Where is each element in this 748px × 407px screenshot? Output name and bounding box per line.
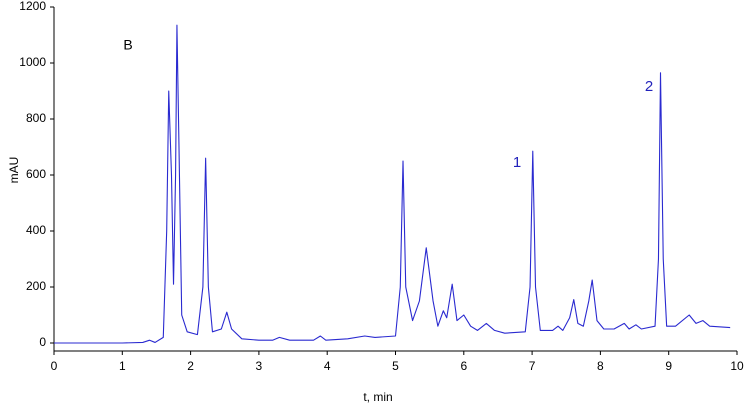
- x-tick-label: 2: [187, 359, 194, 373]
- y-tick-label: 1200: [19, 0, 46, 13]
- annotation: 1: [513, 154, 521, 171]
- chromatogram-line: [54, 24, 731, 344]
- y-tick-label: 0: [39, 335, 46, 349]
- y-tick-label: 1000: [19, 55, 46, 69]
- y-tick-label: 600: [26, 167, 46, 181]
- y-tick-label: 400: [26, 223, 46, 237]
- annotation: B: [123, 37, 132, 53]
- x-tick-label: 5: [392, 359, 399, 373]
- x-tick-label: 6: [460, 359, 467, 373]
- y-tick-label: 800: [26, 111, 46, 125]
- x-axis-label: t, min: [363, 390, 392, 404]
- y-tick-label: 200: [26, 279, 46, 293]
- annotation: 2: [645, 78, 653, 95]
- y-axis-label: mAU: [7, 157, 21, 184]
- x-tick-label: 9: [665, 359, 672, 373]
- x-tick-label: 1: [119, 359, 126, 373]
- x-tick-label: 0: [51, 359, 58, 373]
- x-tick-label: 8: [597, 359, 604, 373]
- x-tick-label: 7: [529, 359, 536, 373]
- x-tick-label: 3: [256, 359, 263, 373]
- x-tick-label: 4: [324, 359, 331, 373]
- x-tick-label: 10: [730, 359, 744, 373]
